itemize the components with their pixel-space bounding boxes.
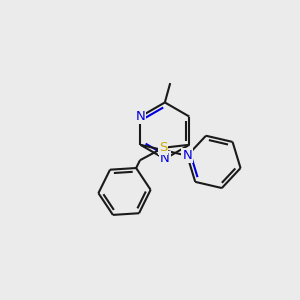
- Text: N: N: [182, 149, 192, 162]
- Text: S: S: [159, 141, 167, 154]
- Text: N: N: [160, 152, 170, 165]
- Text: N: N: [136, 110, 145, 123]
